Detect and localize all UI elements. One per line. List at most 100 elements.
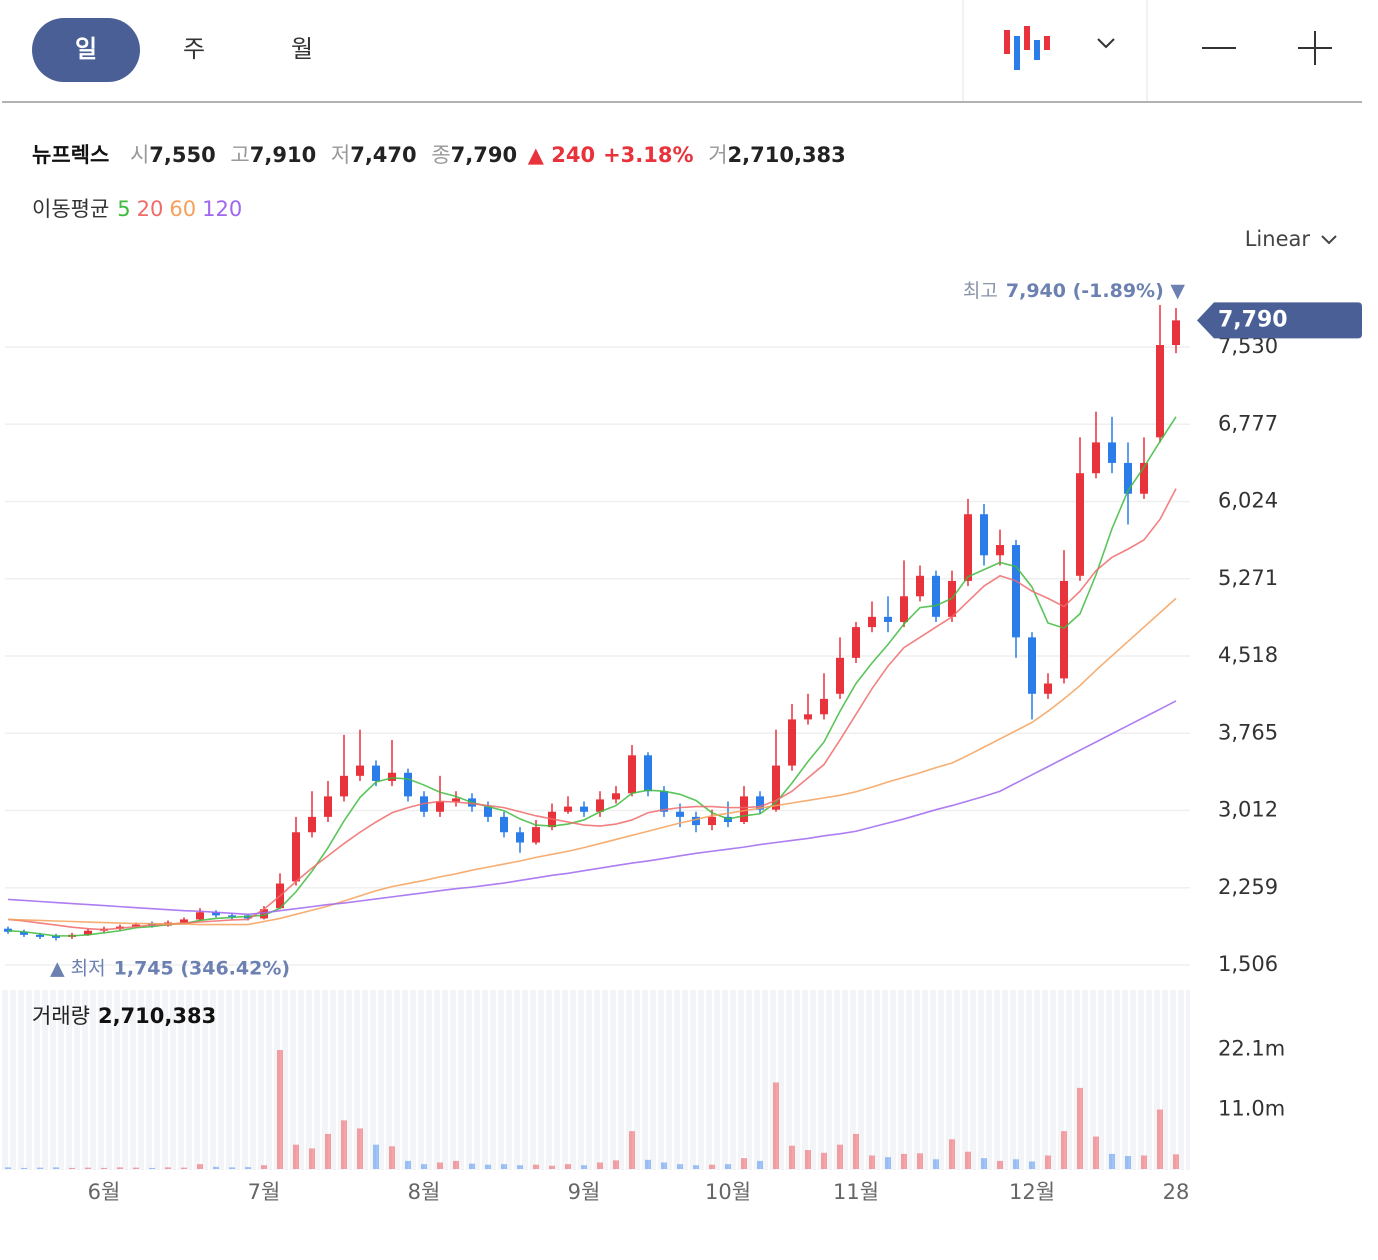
moving-average-line — [7, 416, 1177, 937]
candle-body — [1092, 442, 1100, 474]
last-price-tag — [1197, 302, 1362, 339]
x-tick-label: 11월 — [833, 1180, 879, 1204]
label: 시 — [130, 143, 149, 167]
candle-body — [1028, 637, 1036, 694]
volume-bar — [85, 1167, 91, 1169]
candle-body — [196, 912, 204, 920]
volume-bar — [565, 1164, 571, 1169]
legend-title: 이동평균 — [32, 197, 109, 221]
candle-body — [676, 811, 684, 817]
candle-body — [964, 514, 972, 581]
volume-bar — [837, 1144, 843, 1169]
chart-type-icon[interactable] — [1004, 26, 1050, 70]
last-price-label: 7,790 — [1218, 307, 1288, 332]
max-label: 최고 — [963, 279, 998, 301]
candle-body — [516, 832, 524, 843]
candle-body — [772, 765, 780, 810]
zoom-in[interactable] — [1298, 31, 1332, 65]
volume-bar — [293, 1144, 299, 1169]
volume-bar — [1061, 1131, 1067, 1169]
volume-bar — [533, 1164, 539, 1169]
dropdown-chevron[interactable] — [1097, 38, 1115, 49]
volume-bar — [165, 1167, 171, 1169]
candle-body — [228, 915, 236, 917]
candle-body — [996, 545, 1004, 556]
volume-bar — [213, 1166, 219, 1169]
candle-body — [260, 909, 268, 919]
x-tick-label: 28 — [1163, 1180, 1190, 1204]
candle-body — [564, 806, 572, 812]
volume-bar — [661, 1162, 667, 1169]
volume-bar — [805, 1150, 811, 1169]
scale-chevron[interactable] — [1321, 235, 1337, 245]
volume-bar — [645, 1159, 651, 1169]
candle-body — [692, 816, 700, 826]
scale-selector[interactable]: Linear — [1245, 227, 1311, 251]
candle-body — [132, 924, 140, 927]
candle-body — [340, 775, 348, 797]
volume-pane — [0, 990, 1190, 1170]
volume-bar — [677, 1164, 683, 1169]
volume-bar — [581, 1165, 587, 1169]
legend-entry: 120 — [202, 197, 242, 221]
volume-bar — [789, 1145, 795, 1169]
volume-bar — [597, 1162, 603, 1169]
change-pct: +3.18% — [603, 143, 693, 167]
candle-body — [580, 806, 588, 812]
candle-body — [324, 796, 332, 817]
volume-bar — [549, 1165, 555, 1169]
candle-body — [532, 827, 540, 843]
tab-active[interactable] — [32, 18, 140, 82]
volume-bar — [1013, 1159, 1019, 1169]
candle-body — [372, 765, 380, 781]
x-tick-label: 9월 — [568, 1180, 601, 1204]
y-tick-label: 6,024 — [1218, 489, 1278, 513]
y-tick-label: 2,259 — [1218, 875, 1278, 899]
candle-body — [1108, 442, 1116, 463]
candle-body — [1012, 545, 1020, 638]
candle-body — [20, 931, 28, 935]
x-tick-label: 6월 — [88, 1180, 121, 1204]
volume-bar — [885, 1157, 891, 1169]
volume-bar — [309, 1148, 315, 1169]
volume-bar — [117, 1167, 123, 1169]
volume-last: 2,710,383 — [98, 1004, 216, 1028]
candle-body — [900, 596, 908, 622]
label: 고 — [230, 143, 249, 167]
volume-bar — [517, 1165, 523, 1169]
max-annotation: 최고 7,940 (-1.89%) ▼ — [963, 279, 1185, 301]
candle-body — [1044, 683, 1052, 694]
value: 7,470 — [350, 143, 416, 167]
volume-tick-label: 22.1m — [1218, 1036, 1285, 1060]
legend-entry: 5 — [117, 197, 130, 221]
volume-bar — [1029, 1161, 1035, 1169]
volume-bar — [453, 1160, 459, 1169]
volume-bar — [69, 1167, 75, 1169]
value: 7,910 — [250, 143, 316, 167]
quote: 뉴프렉스 시7,550 고7,910 저7,470 종7,790 ▲ 240 +3… — [32, 143, 846, 167]
candle-body — [820, 698, 828, 715]
y-tick-label: 3,012 — [1218, 798, 1278, 822]
candle-body — [388, 772, 396, 781]
volume-bar — [277, 1050, 283, 1169]
volume-bar — [149, 1167, 155, 1169]
moving-average-line — [7, 488, 1177, 931]
candle-body — [356, 765, 364, 776]
x-tick-label: 12월 — [1009, 1180, 1055, 1204]
volume-bar — [773, 1082, 779, 1169]
volume-bar — [53, 1167, 59, 1169]
tab[interactable]: 일 — [75, 35, 97, 63]
tab[interactable]: 주 — [183, 35, 205, 63]
candle-body — [708, 816, 716, 826]
candle-body — [868, 616, 876, 628]
volume-bar — [1141, 1155, 1147, 1169]
min-label: ▲ 최저 — [50, 957, 106, 979]
tab[interactable]: 월 — [291, 35, 313, 63]
value: 7,790 — [451, 143, 517, 167]
candle-body — [836, 657, 844, 694]
volume-bar — [229, 1167, 235, 1169]
volume-bar — [357, 1128, 363, 1169]
volume-bar — [709, 1164, 715, 1169]
